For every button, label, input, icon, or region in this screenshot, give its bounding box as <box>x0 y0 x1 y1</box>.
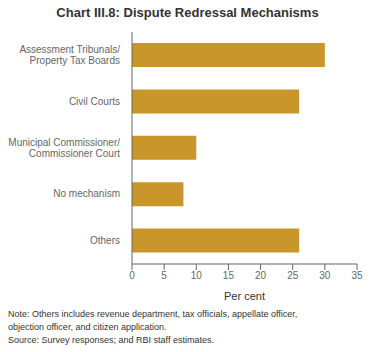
svg-text:35: 35 <box>351 270 363 281</box>
svg-text:Municipal Commissioner/Commiss: Municipal Commissioner/Commissioner Cour… <box>8 136 120 158</box>
html-text:Note: Others includes revenue: Note: Others includes revenue department… <box>8 309 298 319</box>
svg-text:15: 15 <box>223 270 235 281</box>
svg-text:20: 20 <box>255 270 267 281</box>
svg-text:Civil Courts: Civil Courts <box>69 95 120 106</box>
svg-text:Others: Others <box>90 234 120 245</box>
svg-text:5: 5 <box>161 270 167 281</box>
svg-text:30: 30 <box>319 270 331 281</box>
svg-text:Per cent: Per cent <box>224 290 265 302</box>
svg-text:10: 10 <box>191 270 203 281</box>
html-text:Source: Survey responses; and: Source: Survey responses; and RBI staff … <box>8 335 214 345</box>
svg-text:25: 25 <box>287 270 299 281</box>
html-text:Chart III.8: Dispute Redressal: Chart III.8: Dispute Redressal Mechanism… <box>56 5 319 20</box>
svg-text:No mechanism: No mechanism <box>53 188 120 199</box>
svg-text:Assessment Tribunals/Property: Assessment Tribunals/Property Tax Boards <box>19 43 120 65</box>
svg-text:0: 0 <box>129 270 135 281</box>
html-text:objection officer, and citizen: objection officer, and citizen applicati… <box>8 322 167 332</box>
